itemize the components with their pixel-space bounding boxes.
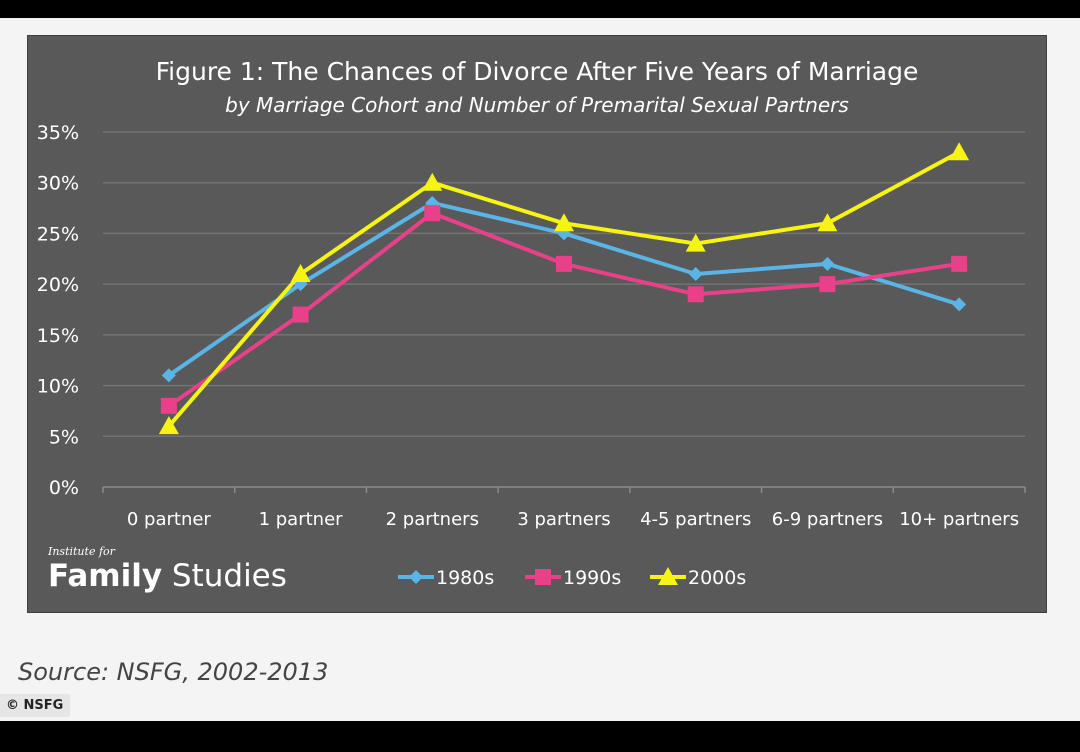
- data-point-1990s: [160, 397, 177, 414]
- data-point-2000s: [554, 213, 574, 232]
- bottom-bar: [0, 721, 1080, 752]
- logo-small-text: Institute for: [48, 545, 115, 558]
- data-point-2000s: [422, 172, 443, 191]
- data-point-1980s: [688, 267, 703, 281]
- x-tick-label: 6-9 partners: [772, 509, 883, 530]
- legend-label: 1990s: [563, 567, 621, 589]
- legend-item-2000s: 2000s: [650, 567, 746, 589]
- chart-title: Figure 1: The Chances of Divorce After F…: [156, 57, 919, 86]
- data-point-1980s: [820, 256, 835, 271]
- legend-marker: [535, 569, 551, 585]
- x-tick-label: 0 partner: [127, 509, 212, 530]
- data-point-2000s: [158, 416, 179, 435]
- source-caption: Source: NSFG, 2002-2013: [18, 658, 329, 686]
- data-point-1990s: [292, 306, 309, 323]
- series-line-1990s: [167, 211, 960, 408]
- legend-item-1980s: 1980s: [398, 567, 494, 589]
- x-tick-label: 2 partners: [386, 509, 479, 530]
- institute-logo: Institute for Family Studies: [48, 545, 287, 595]
- legend-marker: [409, 570, 423, 584]
- x-tick-label: 4-5 partners: [640, 509, 751, 530]
- chart: Figure 1: The Chances of Divorce After F…: [37, 57, 1026, 589]
- y-tick-label: 5%: [49, 426, 79, 448]
- data-point-1980s: [952, 297, 967, 312]
- top-bar: [0, 0, 1080, 18]
- chart-panel: Figure 1: The Chances of Divorce After F…: [27, 35, 1047, 613]
- data-point-1990s: [424, 205, 441, 222]
- logo-word-family: Family: [48, 558, 163, 594]
- y-tick-label: 20%: [37, 274, 79, 296]
- y-tick-label: 15%: [37, 325, 79, 347]
- legend-label: 1980s: [436, 567, 494, 589]
- data-point-2000s: [949, 142, 970, 161]
- y-tick-label: 10%: [37, 376, 79, 398]
- image-credit: © NSFG: [0, 695, 70, 716]
- data-point-2000s: [817, 213, 838, 232]
- data-point-2000s: [685, 233, 706, 252]
- legend-marker: [658, 567, 678, 585]
- data-point-1990s: [951, 255, 968, 272]
- y-tick-label: 0%: [49, 477, 79, 499]
- data-point-2000s: [290, 264, 311, 282]
- legend-label: 2000s: [688, 567, 746, 589]
- data-point-1990s: [687, 286, 704, 303]
- data-point-1990s: [819, 276, 836, 293]
- data-point-1980s: [161, 368, 176, 383]
- logo-word-studies: Studies: [171, 558, 287, 594]
- x-tick-label: 10+ partners: [899, 509, 1019, 530]
- legend-item-1990s: 1990s: [525, 567, 621, 589]
- data-point-1990s: [556, 255, 572, 272]
- x-tick-label: 3 partners: [517, 509, 610, 530]
- chart-subtitle: by Marriage Cohort and Number of Premari…: [225, 93, 849, 117]
- y-tick-label: 35%: [37, 122, 79, 144]
- x-tick-label: 1 partner: [259, 509, 344, 530]
- y-tick-label: 25%: [37, 223, 79, 245]
- y-tick-label: 30%: [37, 173, 79, 195]
